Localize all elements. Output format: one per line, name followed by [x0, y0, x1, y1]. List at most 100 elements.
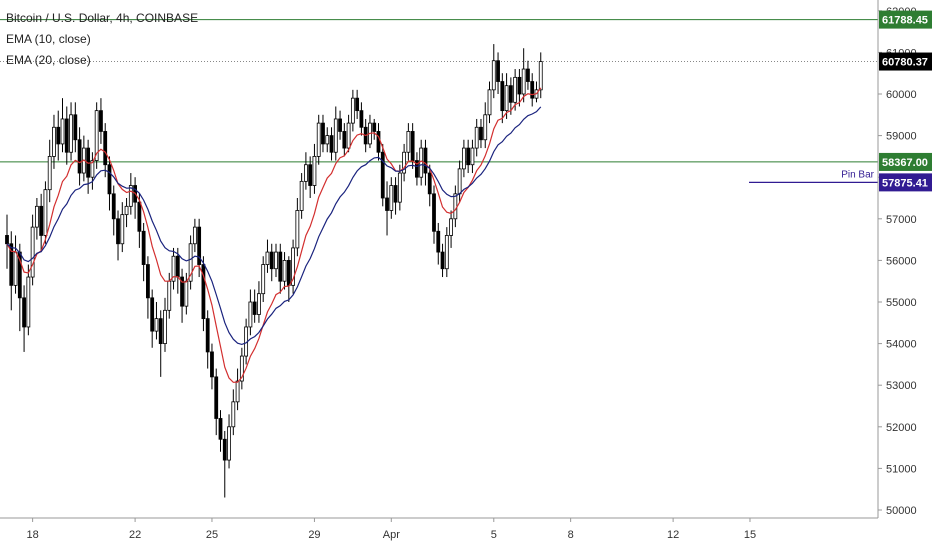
- candle-body: [248, 301, 253, 328]
- candle-body: [39, 205, 44, 236]
- candle-body: [22, 297, 26, 328]
- candle-body: [500, 81, 505, 112]
- candle-body: [440, 251, 445, 270]
- level-price-tag: [879, 10, 932, 29]
- candle-body: [402, 151, 407, 174]
- candle-body: [461, 147, 466, 170]
- candlesticks: [5, 44, 543, 498]
- candle-body: [538, 61, 543, 91]
- candle-body: [77, 139, 82, 174]
- candle-body: [192, 226, 197, 245]
- price-tick-label: 54000: [886, 339, 917, 351]
- candle-body: [265, 251, 270, 265]
- candle-body: [474, 126, 479, 149]
- candle-body: [415, 160, 419, 178]
- candle-body: [128, 185, 133, 207]
- candle-body: [299, 180, 304, 211]
- candle-body: [530, 81, 535, 99]
- ema20-legend[interactable]: EMA (20, close): [6, 53, 91, 67]
- candle-body: [150, 297, 155, 332]
- candle-body: [141, 230, 146, 265]
- candle-body: [338, 118, 342, 132]
- candle-body: [389, 185, 394, 211]
- candle-body: [359, 110, 364, 128]
- candle-body: [444, 235, 449, 270]
- pin-bar-price-tag: [879, 173, 932, 192]
- candle-body: [504, 85, 509, 112]
- candle-body: [269, 251, 274, 270]
- candle-body: [376, 131, 381, 153]
- candle-body: [333, 118, 338, 153]
- candle-body: [5, 235, 9, 245]
- candle-body: [385, 197, 389, 211]
- candle-body: [167, 280, 172, 311]
- candle-body: [521, 68, 526, 95]
- candle-body: [163, 309, 167, 345]
- candle-body: [218, 418, 223, 440]
- level-price-label: 61788.45: [882, 15, 928, 27]
- ema10-legend[interactable]: EMA (10, close): [6, 32, 91, 46]
- candle-body: [436, 230, 441, 253]
- candle-body: [303, 164, 308, 182]
- candle-body: [496, 60, 500, 82]
- price-tick-label: 60000: [886, 89, 917, 101]
- candle-body: [261, 264, 266, 295]
- time-tick-label: 29: [308, 529, 320, 541]
- candle-body: [180, 276, 184, 307]
- candle-body: [107, 164, 112, 195]
- time-tick-label: 12: [667, 529, 679, 541]
- candle-body: [188, 243, 193, 282]
- candle-body: [201, 264, 206, 320]
- candle-body: [470, 147, 475, 166]
- time-axis[interactable]: 18 22 25 29 Apr 5 8 12 15: [0, 517, 878, 541]
- candle-body: [423, 147, 428, 174]
- candle-body: [282, 259, 287, 282]
- candle-body: [171, 255, 176, 282]
- candle-body: [419, 147, 424, 178]
- candle-body: [158, 318, 163, 345]
- time-tick-label: 25: [206, 529, 218, 541]
- candle-body: [487, 89, 492, 116]
- ema10-line: [6, 87, 542, 383]
- time-tick-label: 22: [129, 529, 141, 541]
- candle-body: [291, 247, 295, 286]
- candle-body: [239, 355, 244, 382]
- candle-body: [210, 351, 214, 378]
- price-axis[interactable]: 50000 51000 52000 53000 54000 55000 56000 57000…: [877, 0, 917, 518]
- candle-body: [355, 97, 360, 112]
- candle-body: [111, 193, 116, 220]
- candle-body: [346, 122, 351, 149]
- candle-body: [393, 185, 398, 203]
- candle-body: [252, 301, 257, 315]
- pin-bar-label: Pin Bar: [841, 169, 874, 180]
- candle-body: [197, 226, 202, 265]
- candle-body: [69, 114, 73, 153]
- time-tick-label: 5: [491, 529, 497, 541]
- candle-body: [321, 122, 325, 145]
- symbol-title[interactable]: Bitcoin / U.S. Dollar, 4h, COINBASE: [6, 11, 199, 25]
- price-tick-label: 50000: [886, 505, 917, 517]
- last-price-tag: [879, 52, 932, 71]
- candle-body: [154, 318, 159, 332]
- candle-body: [286, 259, 291, 286]
- candle-body: [222, 438, 227, 461]
- level-price-tag: [879, 152, 932, 171]
- candle-body: [90, 160, 95, 178]
- candle-body: [9, 243, 14, 286]
- candle-body: [372, 122, 377, 132]
- candle-body: [457, 168, 462, 195]
- time-tick-label: 18: [26, 529, 38, 541]
- candle-body: [64, 118, 69, 153]
- ema-lines: [6, 87, 542, 383]
- candle-body: [466, 147, 471, 166]
- candle-body: [124, 205, 129, 216]
- candle-body: [257, 293, 261, 315]
- candle-body: [410, 131, 415, 161]
- candle-body: [427, 172, 432, 195]
- candle-body: [316, 122, 321, 157]
- candle-body: [508, 85, 513, 103]
- candle-body: [513, 76, 518, 103]
- candle-body: [491, 60, 496, 91]
- candle-body: [52, 126, 56, 157]
